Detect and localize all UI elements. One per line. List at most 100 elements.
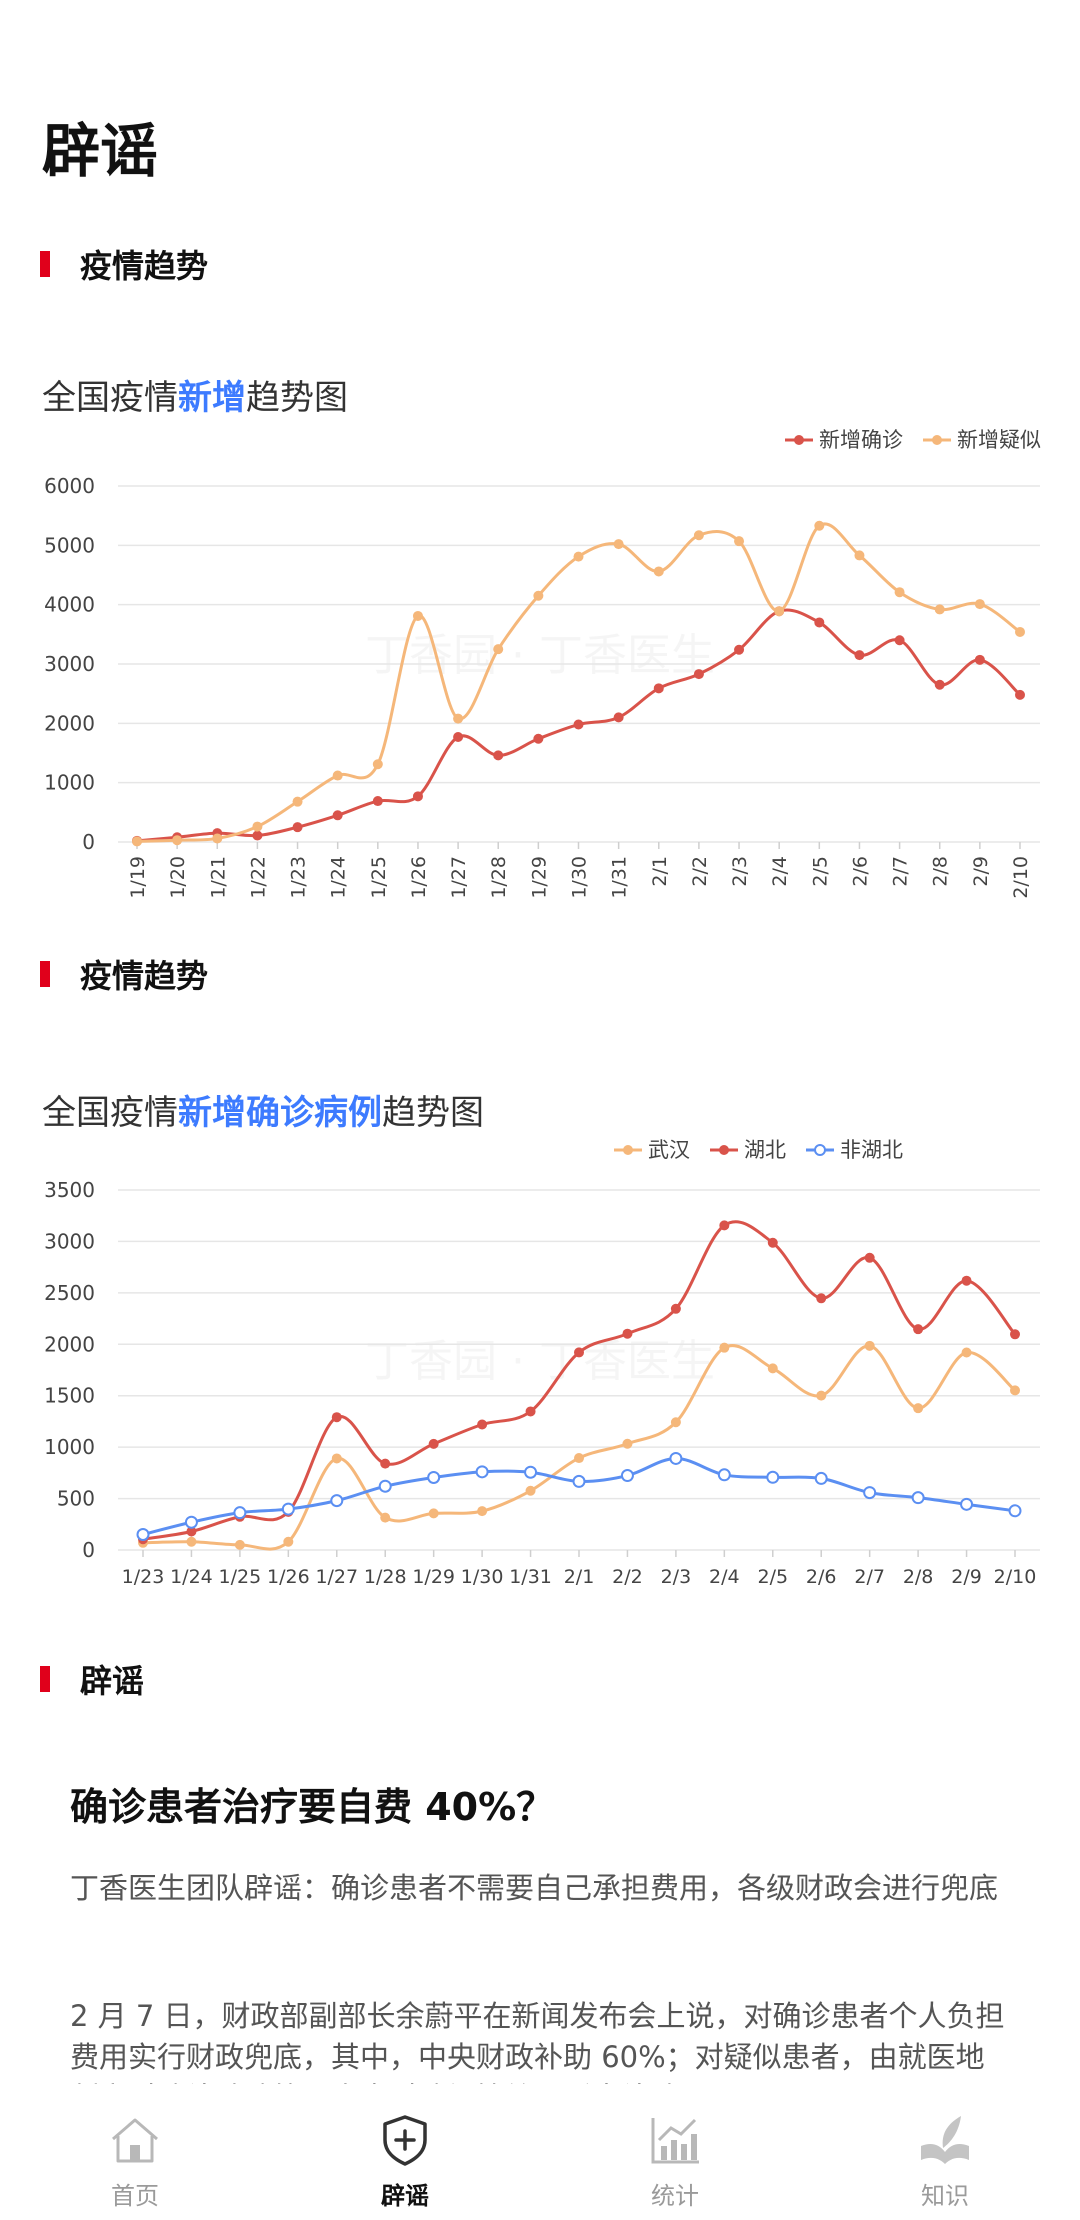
x-tick-label: 2/2	[689, 856, 711, 887]
series-line	[142, 1456, 1016, 1536]
y-tick-label: 1000	[44, 771, 95, 795]
x-tick-label: 2/3	[729, 856, 751, 887]
data-point	[212, 833, 223, 844]
data-point	[525, 1485, 536, 1496]
data-point	[653, 566, 664, 577]
tab-label: 统计	[651, 2182, 699, 2210]
x-tick-label: 1/19	[127, 856, 149, 899]
x-tick-label: 2/1	[649, 856, 671, 887]
data-point	[960, 1497, 974, 1511]
x-tick-label: 2/7	[854, 1566, 885, 1588]
data-point	[814, 617, 825, 628]
section-title: 疫情趋势	[80, 247, 209, 285]
tab-home[interactable]: 首页	[0, 2090, 270, 2220]
page-title: 辟谣	[42, 117, 159, 185]
data-point	[477, 1506, 488, 1517]
data-point	[719, 1220, 730, 1231]
legend-marker	[794, 435, 804, 445]
x-tick-label: 2/2	[612, 1566, 643, 1588]
data-point	[234, 1539, 245, 1550]
rumor-article-body: 2 月 7 日，财政部副部长余蔚平在新闻发布会上说，对确诊患者个人负担费用实行财…	[70, 1999, 1005, 2084]
chart1-title-suffix: 趋势图	[246, 378, 348, 418]
data-point	[693, 530, 704, 541]
legend-marker	[623, 1145, 633, 1155]
data-point	[622, 1438, 633, 1449]
data-point	[613, 712, 624, 723]
data-point	[974, 599, 985, 610]
y-tick-label: 5000	[44, 533, 95, 557]
data-point	[233, 1506, 247, 1520]
x-tick-label: 1/24	[170, 1566, 213, 1588]
rumor-article-title[interactable]: 确诊患者治疗要自费 40%？	[70, 1785, 555, 1829]
x-tick-label: 2/10	[1010, 856, 1032, 899]
data-point	[292, 796, 303, 807]
data-point	[814, 1471, 828, 1485]
data-point	[380, 1458, 391, 1469]
x-tick-label: 1/26	[408, 856, 430, 899]
tab-label: 首页	[111, 2182, 159, 2210]
data-point	[961, 1347, 972, 1358]
data-point	[1015, 689, 1025, 700]
data-point	[186, 1526, 197, 1537]
y-tick-label: 2000	[44, 711, 95, 735]
x-tick-label: 1/21	[207, 856, 229, 899]
data-point	[854, 650, 865, 661]
x-tick-label: 1/27	[448, 856, 470, 899]
chart2-title-highlight: 新增确诊病例	[178, 1093, 382, 1133]
x-tick-label: 1/24	[328, 856, 350, 899]
confirmed-cases-trend-chart[interactable]: 丁香园 · 丁香医生05001000150020002500300035001/…	[0, 1130, 1080, 1610]
chart2-title-suffix: 趋势图	[382, 1093, 484, 1133]
rumor-article-summary: 丁香医生团队辟谣：确诊患者不需要自己承担费用，各级财政会进行兜底	[70, 1871, 999, 1905]
x-tick-label: 1/25	[368, 856, 390, 899]
new-cases-trend-chart[interactable]: 丁香园 · 丁香医生 0 1000 2000 3000 4000 5000 6000 1/19 1…	[0, 410, 1080, 920]
data-point	[372, 796, 383, 807]
series-line	[142, 1220, 1017, 1541]
x-tick-label: 1/28	[488, 856, 510, 899]
x-tick-label: 2/9	[970, 856, 992, 887]
section-title: 辟谣	[80, 1662, 145, 1700]
y-tick-label: 2000	[44, 1332, 95, 1356]
x-tick-label: 1/23	[122, 1566, 165, 1588]
y-tick-label: 4000	[44, 593, 95, 617]
data-point	[330, 1494, 344, 1508]
bar-chart-icon	[651, 2118, 699, 2164]
data-point	[331, 1412, 342, 1423]
data-point	[693, 669, 704, 680]
tab-label: 知识	[921, 2182, 969, 2210]
data-point	[574, 1453, 584, 1464]
chart2-title-prefix: 全国疫情	[42, 1093, 178, 1133]
x-tick-label: 1/29	[412, 1566, 455, 1588]
tab-rumor[interactable]: 辟谣	[270, 2090, 540, 2220]
y-tick-label: 0	[82, 830, 95, 854]
x-tick-label: 1/27	[315, 1566, 358, 1588]
series-line	[142, 1344, 1017, 1551]
data-point	[670, 1303, 681, 1314]
legend-label: 非湖北	[840, 1138, 903, 1162]
data-point	[186, 1536, 197, 1547]
data-point	[283, 1536, 294, 1547]
data-point	[428, 1438, 439, 1449]
data-point	[974, 654, 985, 665]
data-point	[412, 610, 423, 621]
y-tick-label: 3000	[44, 652, 95, 676]
x-tick-label: 2/4	[769, 856, 791, 887]
data-point	[863, 1486, 877, 1500]
section-marker	[40, 251, 50, 277]
data-point	[331, 1453, 342, 1464]
data-point	[1008, 1504, 1022, 1518]
section-marker	[40, 1666, 50, 1692]
data-point	[734, 536, 745, 547]
series-line	[136, 522, 1021, 843]
data-point	[717, 1468, 731, 1482]
tab-statistics[interactable]: 统计	[540, 2090, 810, 2220]
legend-label: 新增确诊	[819, 428, 903, 452]
data-point	[252, 830, 263, 841]
data-point	[184, 1515, 198, 1529]
tab-label: 辟谣	[381, 2182, 429, 2210]
data-point	[132, 836, 142, 847]
tab-knowledge[interactable]: 知识	[810, 2090, 1080, 2220]
data-point	[428, 1508, 439, 1519]
x-tick-label: 1/30	[569, 856, 591, 899]
x-tick-label: 2/8	[903, 1566, 934, 1588]
x-tick-label: 2/3	[661, 1566, 692, 1588]
